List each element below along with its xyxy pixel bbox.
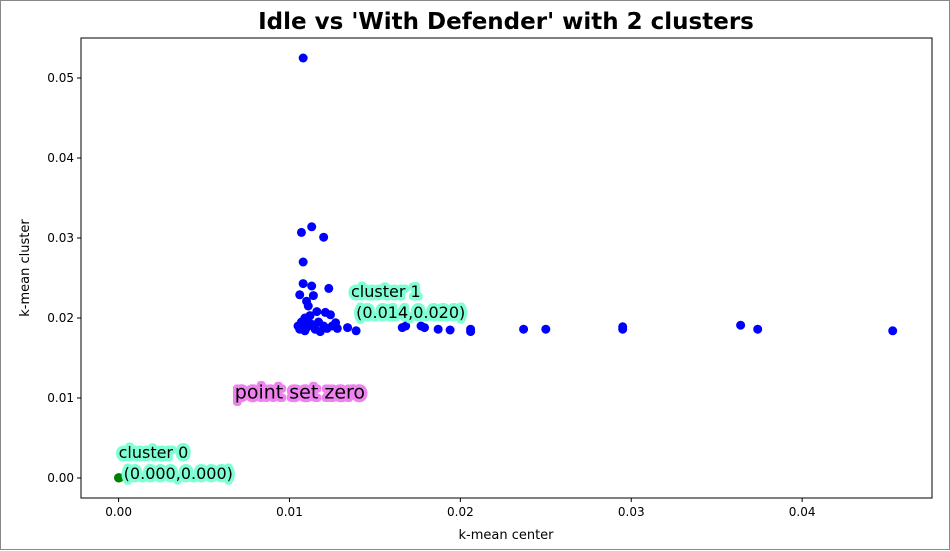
data-point-cluster-1 [307,281,317,291]
data-point-cluster-1 [314,317,324,327]
data-point-cluster-1 [343,323,353,333]
annotation: cluster 0 (0.000,0.000) [115,440,236,487]
data-point-cluster-1 [433,324,443,334]
data-point-cluster-1 [324,283,334,293]
annotation: point set zero [231,378,368,407]
annotation: cluster 1 (0.014,0.020) [347,279,468,326]
y-tick-label: 0.05 [47,71,74,85]
data-point-cluster-1 [332,323,342,333]
data-point-cluster-1 [401,321,411,331]
data-point-cluster-1 [541,324,551,334]
data-point-cluster-1 [298,257,308,267]
y-tick-label: 0.00 [47,471,74,485]
data-point-cluster-1 [307,222,317,232]
data-point-cluster-1 [618,324,628,334]
x-tick-label: 0.01 [276,505,303,519]
data-point-cluster-1 [888,326,898,336]
y-tick-label: 0.03 [47,231,74,245]
data-point-cluster-1 [753,324,763,334]
annotation-text: (0.014,0.020) [351,303,465,322]
data-point-cluster-1 [351,326,361,336]
data-point-cluster-1 [419,323,429,333]
data-point-cluster-1 [300,326,310,336]
data-point-cluster-0 [114,473,124,483]
annotation-text: (0.000,0.000) [119,464,233,483]
data-point-cluster-1 [519,324,529,334]
data-point-cluster-1 [298,53,308,63]
x-tick-label: 0.04 [789,505,816,519]
annotation-text: cluster 0 [119,443,189,462]
data-point-cluster-1 [296,227,306,237]
data-point-cluster-1 [308,291,318,301]
data-point-cluster-1 [736,320,746,330]
annotation-text: point set zero [235,381,365,403]
data-point-cluster-1 [295,290,305,300]
data-point-cluster-1 [298,279,308,289]
data-point-cluster-1 [445,325,455,335]
y-tick-label: 0.01 [47,391,74,405]
data-point-cluster-1 [319,232,329,242]
x-axis-label: k-mean center [458,528,554,543]
plot-area [80,37,933,499]
y-tick-label: 0.02 [47,311,74,325]
x-tick-label: 0.03 [618,505,645,519]
data-point-cluster-1 [303,316,313,326]
data-point-cluster-1 [312,307,322,317]
data-point-cluster-1 [325,310,335,320]
y-tick-label: 0.04 [47,151,74,165]
chart-title: Idle vs 'With Defender' with 2 clusters [258,9,754,35]
annotation-text: cluster 1 [351,282,421,301]
data-point-cluster-1 [303,301,313,311]
data-point-cluster-1 [466,327,476,337]
x-tick-label: 0.02 [447,505,474,519]
x-tick-label: 0.00 [105,505,132,519]
y-axis-label: k-mean cluster [18,219,33,317]
